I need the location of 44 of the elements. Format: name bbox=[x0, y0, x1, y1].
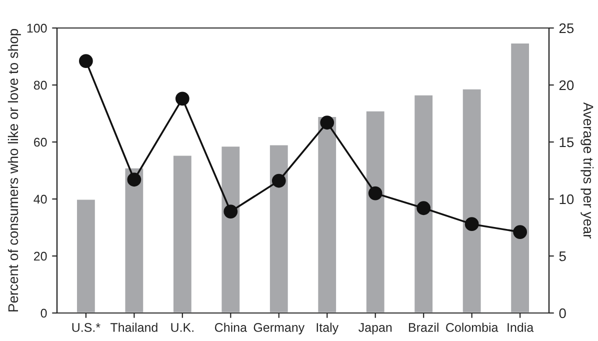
y-axis-title: Percent of consumers who like or love to shop bbox=[8, 29, 21, 312]
bar bbox=[76, 198, 96, 313]
x-tick-label: Thailand bbox=[110, 322, 158, 332]
y-tick-label: 0 bbox=[40, 308, 47, 318]
point bbox=[368, 186, 382, 200]
point bbox=[513, 225, 528, 240]
bar bbox=[316, 116, 338, 313]
point bbox=[320, 116, 334, 130]
x-tick-label: U.S.* bbox=[72, 323, 100, 332]
y-tick-label: 80 bbox=[34, 80, 47, 90]
x-tick-label: U.K. bbox=[171, 323, 194, 332]
bar bbox=[510, 42, 530, 313]
y2-axis-title: Average trips per year bbox=[580, 102, 594, 238]
bar bbox=[172, 154, 193, 313]
x-tick-label: India bbox=[508, 322, 534, 332]
x-tick-label: China bbox=[214, 322, 247, 332]
point bbox=[464, 217, 479, 232]
y-tick-label: 40 bbox=[34, 194, 47, 204]
y2-tick-label: 25 bbox=[559, 23, 574, 34]
y2-tick-label: 5 bbox=[559, 251, 566, 262]
y2-tick-label: 20 bbox=[559, 80, 574, 90]
x-tick-label: Brazil bbox=[408, 322, 438, 332]
bar bbox=[413, 94, 434, 313]
bar bbox=[461, 88, 482, 313]
y2-tick-label: 0 bbox=[559, 308, 566, 318]
point bbox=[416, 201, 431, 216]
bar bbox=[220, 145, 241, 313]
point bbox=[127, 172, 142, 187]
bar bbox=[365, 110, 386, 313]
x-tick-label: Italy bbox=[316, 322, 339, 334]
y2-tick-label: 15 bbox=[560, 137, 574, 148]
point bbox=[78, 54, 93, 68]
bar bbox=[124, 166, 145, 313]
x-tick-label: Japan bbox=[358, 323, 392, 334]
point bbox=[224, 204, 238, 218]
point bbox=[175, 92, 190, 106]
x-tick-label: Germany bbox=[254, 323, 305, 334]
y-tick-label: 60 bbox=[34, 138, 47, 147]
y-tick-label: 20 bbox=[34, 252, 47, 261]
y2-tick-label: 10 bbox=[560, 194, 574, 204]
bar bbox=[268, 144, 290, 313]
x-tick-label: Colombia bbox=[446, 322, 498, 332]
y-tick-label: 100 bbox=[27, 24, 47, 33]
point bbox=[272, 174, 286, 188]
